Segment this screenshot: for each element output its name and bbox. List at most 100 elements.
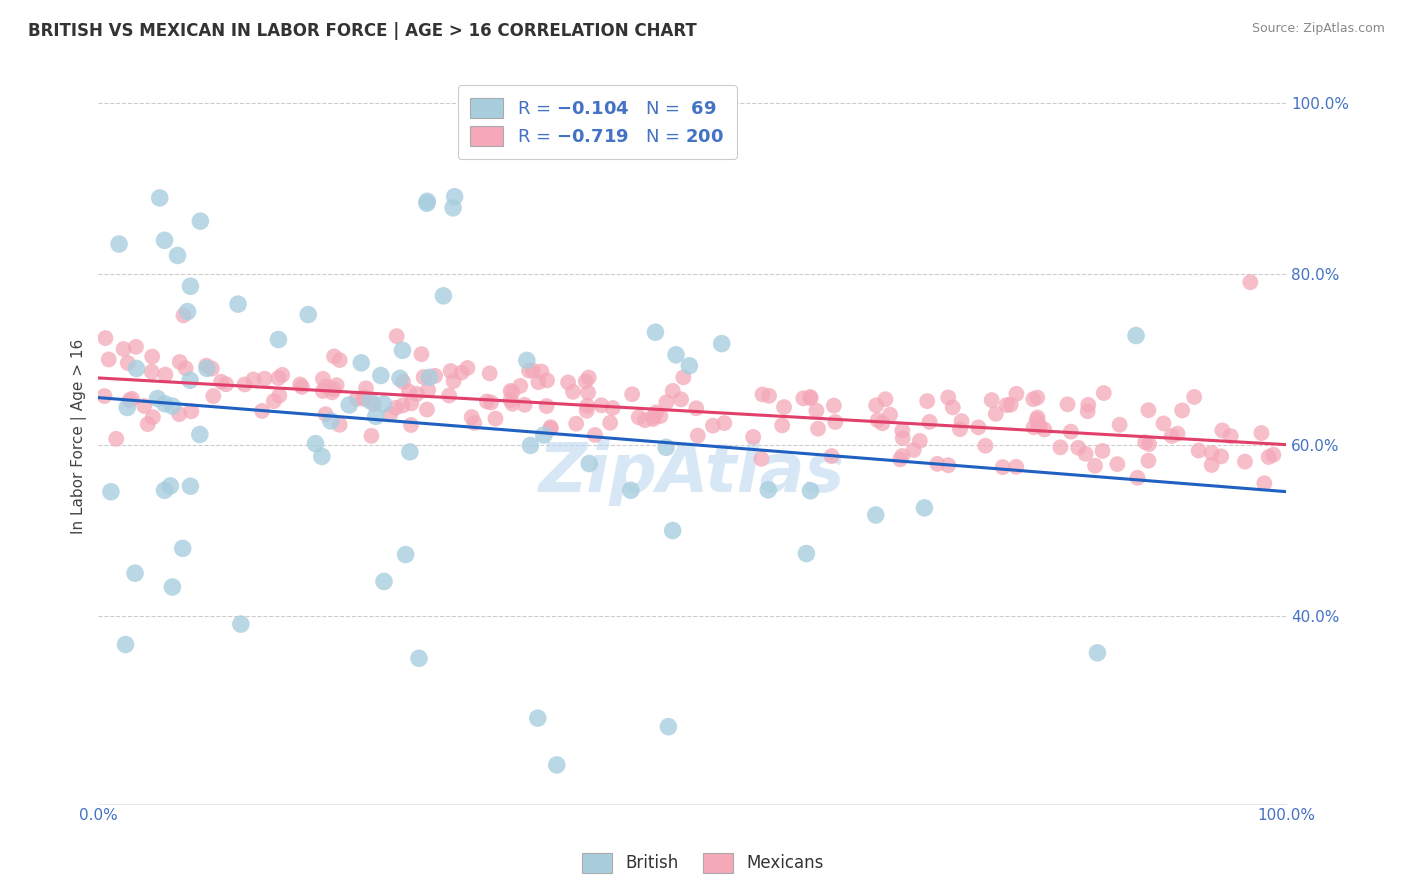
Point (1005, 387, 1028, 401)
Point (1022, 392, 1045, 407)
Point (1026, 391, 1049, 405)
Point (807, 422, 830, 436)
Point (153, 483, 176, 498)
Point (385, 401, 408, 415)
Point (437, 388, 460, 402)
Point (155, 368, 177, 382)
Point (1160, 429, 1182, 443)
Point (1257, 450, 1279, 464)
Point (141, 365, 163, 379)
Point (1033, 423, 1056, 437)
Point (312, 384, 335, 398)
Point (644, 325, 666, 339)
Point (942, 401, 965, 415)
Point (141, 350, 163, 364)
Point (806, 403, 828, 417)
Point (267, 371, 290, 385)
Point (513, 398, 536, 412)
Point (1108, 417, 1130, 432)
Point (557, 376, 579, 390)
Point (416, 383, 439, 397)
Text: BRITISH VS MEXICAN IN LABOR FORCE | AGE > 16 CORRELATION CHART: BRITISH VS MEXICAN IN LABOR FORCE | AGE … (28, 22, 697, 40)
Point (1137, 454, 1160, 468)
Point (751, 451, 773, 466)
Point (713, 416, 735, 430)
Point (661, 384, 683, 398)
Point (800, 391, 823, 405)
Point (112, 342, 135, 356)
Point (1029, 419, 1052, 434)
Point (271, 368, 294, 382)
Point (936, 391, 959, 405)
Legend: British, Mexicans: British, Mexicans (575, 847, 831, 880)
Point (388, 371, 411, 385)
Point (742, 430, 765, 444)
Point (533, 428, 555, 442)
Point (188, 427, 211, 442)
Point (159, 479, 181, 493)
Point (167, 407, 190, 421)
Point (385, 329, 408, 343)
Point (661, 524, 683, 538)
Point (799, 390, 821, 404)
Point (450, 366, 472, 380)
Legend: R = $\bf{-0.104}$   N =  $\bf{69}$, R = $\bf{-0.719}$   N = $\bf{200}$: R = $\bf{-0.104}$ N = $\bf{69}$, R = $\b… (457, 85, 737, 159)
Point (1049, 441, 1071, 455)
Point (796, 547, 818, 561)
Point (918, 415, 941, 429)
Point (1263, 448, 1285, 462)
Point (441, 201, 464, 215)
Point (443, 374, 465, 388)
Point (269, 389, 291, 403)
Point (253, 372, 276, 386)
Point (418, 370, 440, 384)
Point (1060, 425, 1083, 439)
Point (179, 479, 201, 493)
Point (416, 196, 439, 211)
Point (1135, 435, 1157, 450)
Point (408, 651, 430, 665)
Point (329, 353, 352, 368)
Point (229, 617, 252, 632)
Point (250, 404, 273, 418)
Point (575, 374, 598, 388)
Point (398, 384, 420, 399)
Point (172, 541, 194, 556)
Point (412, 370, 434, 384)
Point (1091, 444, 1114, 458)
Point (169, 355, 191, 369)
Point (927, 457, 949, 471)
Point (519, 438, 541, 452)
Point (1253, 476, 1275, 491)
Point (460, 410, 482, 425)
Point (912, 500, 935, 515)
Point (94, 331, 117, 345)
Point (1182, 390, 1205, 404)
Point (655, 395, 678, 409)
Point (162, 580, 184, 594)
Point (1201, 458, 1223, 472)
Point (463, 416, 485, 430)
Point (201, 361, 224, 376)
Point (136, 417, 159, 431)
Point (190, 214, 212, 228)
Point (443, 190, 465, 204)
Point (758, 389, 780, 403)
Point (325, 378, 347, 392)
Point (499, 393, 522, 408)
Point (540, 420, 562, 434)
Point (411, 347, 433, 361)
Point (1137, 403, 1160, 417)
Point (1137, 437, 1160, 451)
Point (872, 417, 894, 431)
Point (1126, 471, 1149, 485)
Point (391, 343, 413, 358)
Point (321, 385, 343, 400)
Point (312, 372, 335, 386)
Point (1166, 426, 1188, 441)
Point (121, 392, 143, 406)
Point (536, 373, 558, 387)
Point (756, 483, 779, 497)
Point (1107, 457, 1129, 471)
Point (657, 720, 679, 734)
